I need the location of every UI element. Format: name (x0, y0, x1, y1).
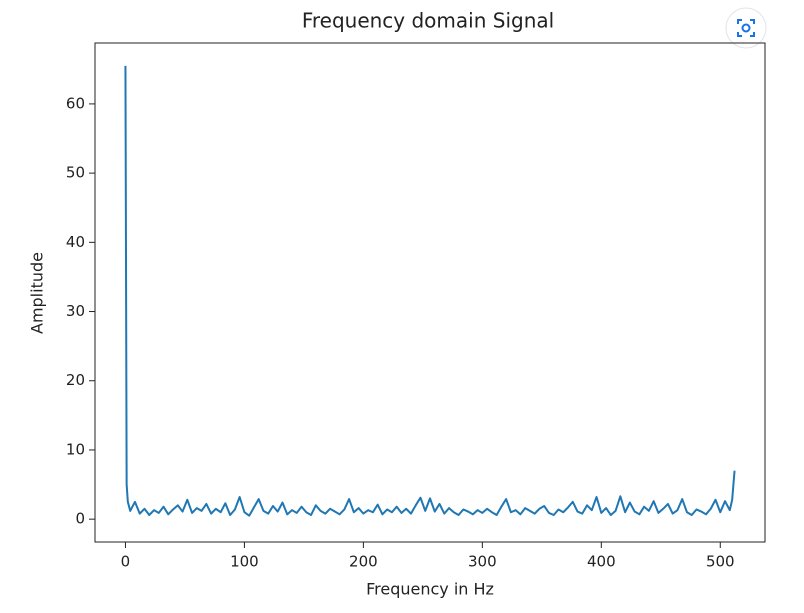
x-tick-label: 400 (587, 553, 616, 571)
x-axis-label: Frequency in Hz (366, 580, 494, 599)
x-tick-label: 100 (230, 553, 259, 571)
y-axis-label: Amplitude (28, 252, 47, 334)
y-tick-label: 10 (66, 440, 85, 458)
x-tick-label: 200 (349, 553, 378, 571)
y-tick-label: 50 (66, 164, 85, 182)
y-tick-label: 20 (66, 371, 85, 389)
lens-button[interactable] (725, 7, 767, 49)
y-tick-label: 40 (66, 233, 85, 251)
lens-frame[interactable] (737, 19, 755, 37)
lens-circle[interactable] (725, 7, 767, 49)
plot-frame (94, 42, 766, 543)
x-tick-label: 500 (706, 553, 735, 571)
y-tick-label: 30 (66, 302, 85, 320)
lens-dot[interactable] (741, 23, 751, 33)
signal-line (124, 65, 736, 517)
y-tick-label: 0 (75, 510, 85, 528)
chart-title: Frequency domain Signal (302, 9, 554, 33)
x-tick-label: 0 (121, 553, 131, 571)
x-tick-label: 300 (468, 553, 497, 571)
y-tick-label: 60 (66, 94, 85, 112)
